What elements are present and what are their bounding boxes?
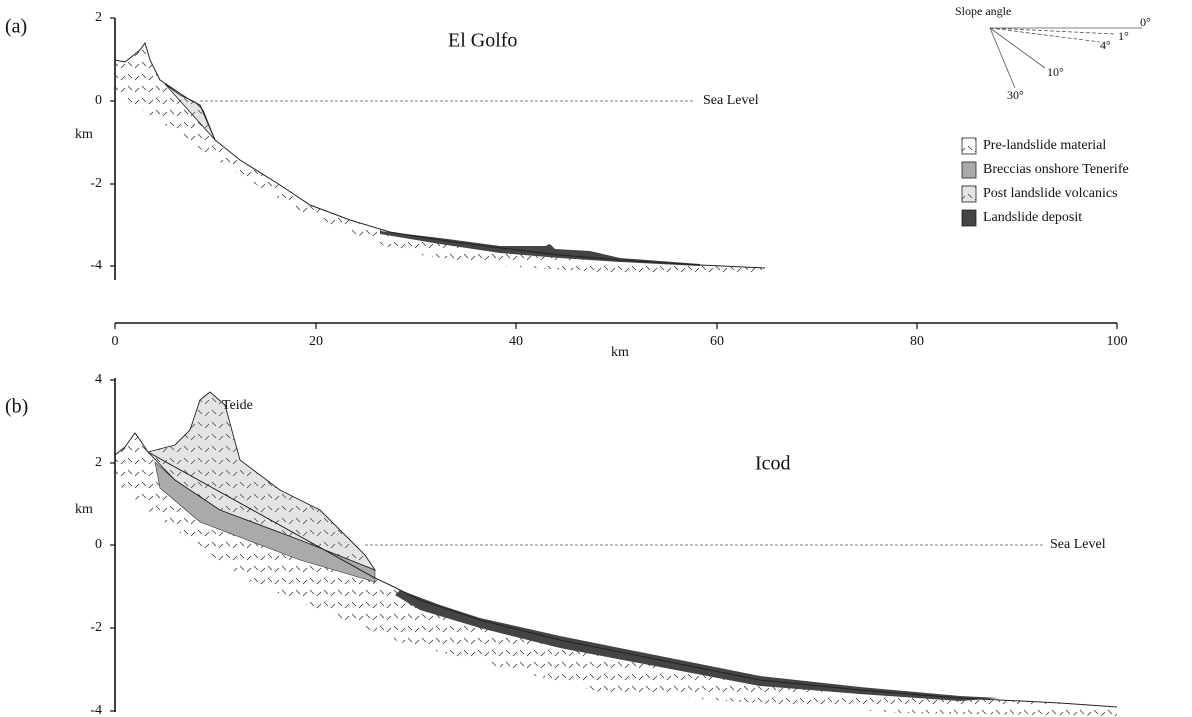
profile-a	[114, 41, 766, 276]
y-tick-label: -2	[90, 176, 102, 191]
x-tick-label: 60	[710, 334, 724, 349]
legend-label: Landslide deposit	[983, 210, 1082, 225]
y-tick-label: -4	[90, 703, 102, 717]
y-tick-label: -2	[90, 620, 102, 635]
x-tick-label: 100	[1107, 334, 1128, 349]
y-tick-label: 2	[95, 10, 102, 25]
sea-level-label: Sea Level	[1050, 537, 1106, 552]
slope-angle-label: 10°	[1047, 65, 1064, 79]
legend-label: Pre-landslide material	[983, 138, 1106, 153]
y-tick-label: 4	[95, 372, 102, 387]
x-tick-label: 80	[910, 334, 924, 349]
y-tick-label: 2	[95, 455, 102, 470]
slope-angle-label: 0°	[1140, 15, 1151, 29]
profile-b	[114, 391, 1118, 716]
peak-label: Teide	[222, 398, 253, 413]
sea-level-label: Sea Level	[703, 93, 759, 108]
y-tick-label: 0	[95, 93, 102, 108]
x-tick-label: 20	[309, 334, 323, 349]
legend-label: Post landslide volcanics	[983, 186, 1118, 201]
y-axis-label: km	[75, 127, 93, 142]
panel-label: (b)	[5, 396, 28, 418]
x-tick-label: 0	[112, 334, 119, 349]
slope-angle-label: 4°	[1100, 38, 1111, 52]
legend-label: Breccias onshore Tenerife	[983, 162, 1129, 177]
slope-title: Slope angle	[955, 4, 1011, 18]
panel-title: Icod	[755, 453, 791, 475]
y-tick-label: 0	[95, 537, 102, 552]
x-axis-label: km	[611, 345, 629, 360]
y-axis-label: km	[75, 502, 93, 517]
panel-title: El Golfo	[448, 30, 517, 52]
x-tick-label: 40	[509, 334, 523, 349]
slope-angle-label: 30°	[1007, 88, 1024, 102]
slope-angle-label: 1°	[1118, 29, 1129, 43]
panel-label: (a)	[5, 16, 27, 38]
y-tick-label: -4	[90, 258, 102, 273]
